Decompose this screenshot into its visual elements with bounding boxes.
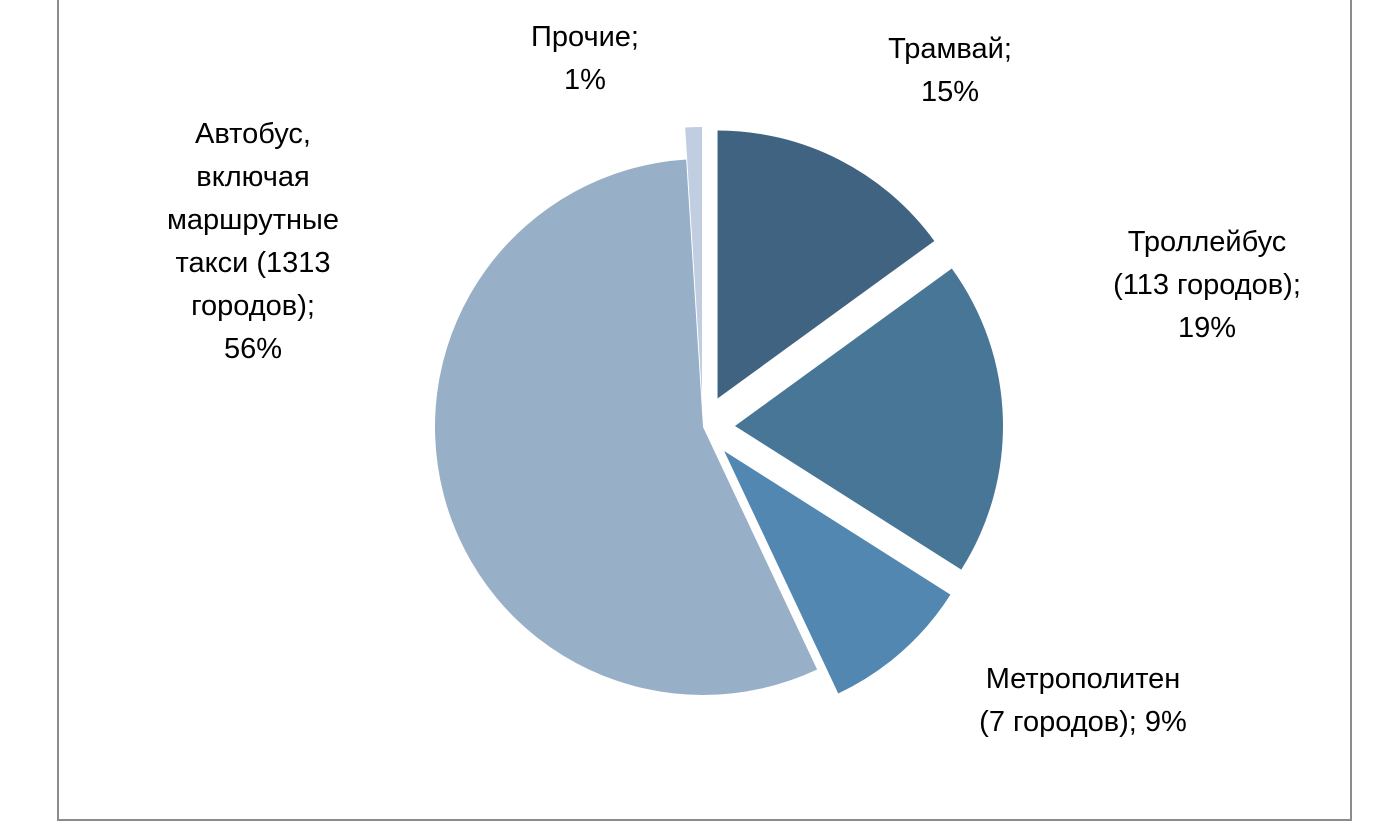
slice-label-tram: Трамвай; 15% xyxy=(880,28,1020,114)
pie-slice-tram xyxy=(717,130,935,399)
pie-slice-trolleybus xyxy=(734,268,1003,570)
pie-slice-bus xyxy=(434,159,818,696)
slice-label-bus-line: такси (1313 xyxy=(175,247,331,279)
slice-label-metro-line: (7 городов); 9% xyxy=(979,706,1187,738)
pie-slice-metro xyxy=(724,451,951,694)
slice-label-metro-line: Метрополитен xyxy=(985,663,1181,695)
slice-label-trolleybus: Троллейбус (113 городов); 19% xyxy=(1082,221,1332,350)
slice-label-tram-line: 15% xyxy=(920,76,980,108)
pie-slice-other xyxy=(685,127,702,396)
slice-label-trolleybus-line: (113 городов); xyxy=(1113,269,1301,301)
slice-label-bus-line: городов); xyxy=(191,290,315,322)
slice-label-bus-line: Автобус, xyxy=(195,118,311,150)
slice-label-other-line: Прочие; xyxy=(531,21,639,53)
slice-label-trolleybus-line: Троллейбус xyxy=(1127,226,1287,258)
slice-label-trolleybus-line: 19% xyxy=(1177,312,1237,344)
slice-label-metro: Метрополитен (7 городов); 9% xyxy=(958,658,1208,744)
slice-label-bus-line: маршрутные xyxy=(166,204,340,236)
slice-label-tram-line: Трамвай; xyxy=(888,33,1012,65)
slice-label-bus-line: включая xyxy=(196,161,310,193)
slice-label-other: Прочие; 1% xyxy=(510,16,660,102)
slice-label-other-line: 1% xyxy=(564,64,606,96)
slice-label-bus-line: 56% xyxy=(223,333,283,365)
slice-label-bus: Автобус, включая маршрутные такси (1313 … xyxy=(138,113,368,371)
